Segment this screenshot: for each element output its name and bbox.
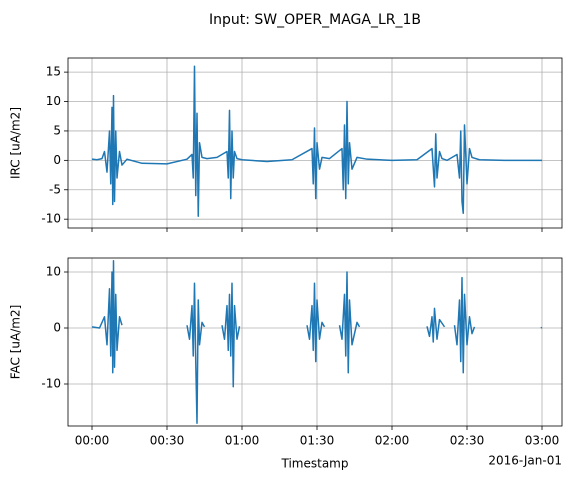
x-tick-label: 00:00 <box>75 434 110 448</box>
data-line <box>91 260 543 424</box>
y-tick-label: 10 <box>46 265 61 279</box>
x-tick-label: 01:30 <box>300 434 335 448</box>
x-axis-label: Timestamp <box>281 457 349 471</box>
x-tick-label: 02:30 <box>450 434 485 448</box>
y-tick-label: 0 <box>53 321 61 335</box>
y-axis-label: FAC [uA/m2] <box>9 305 23 380</box>
y-axis-label: IRC [uA/m2] <box>9 107 23 179</box>
y-tick-label: 15 <box>46 65 61 79</box>
x-tick-label: 02:00 <box>375 434 410 448</box>
figure-title: Input: SW_OPER_MAGA_LR_1B <box>209 12 421 28</box>
y-tick-label: -10 <box>41 377 61 391</box>
y-tick-label: 10 <box>46 94 61 108</box>
x-tick-label: 03:00 <box>525 434 560 448</box>
y-tick-label: 0 <box>53 153 61 167</box>
y-tick-label: -5 <box>49 182 61 196</box>
x-tick-label: 01:00 <box>225 434 260 448</box>
axes-frame <box>67 257 563 427</box>
data-line <box>91 65 542 217</box>
y-tick-label: 5 <box>53 123 61 137</box>
x-offset-label: 2016-Jan-01 <box>488 454 562 468</box>
axes-frame <box>67 57 563 229</box>
x-tick-label: 00:30 <box>150 434 185 448</box>
y-tick-label: -10 <box>41 212 61 226</box>
